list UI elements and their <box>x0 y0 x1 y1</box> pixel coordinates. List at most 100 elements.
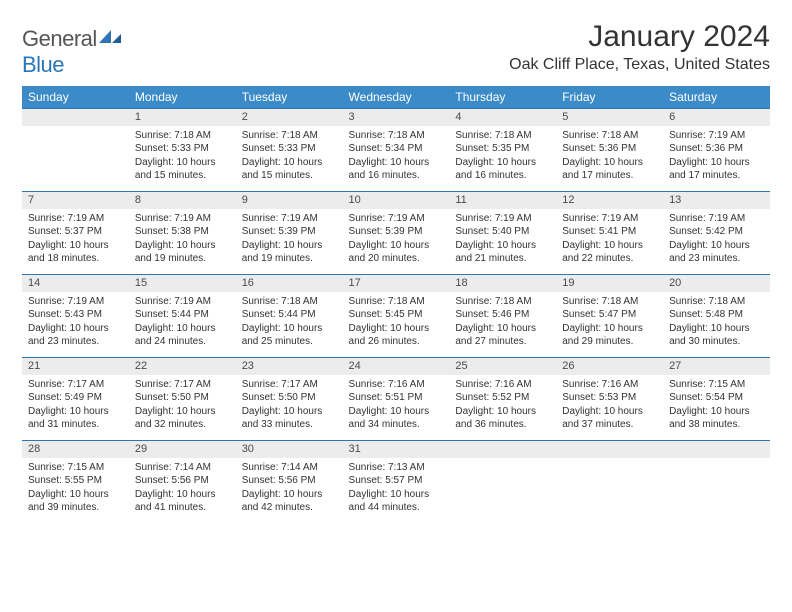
daylight-text: Daylight: 10 hours and 18 minutes. <box>28 239 123 266</box>
sunrise-text: Sunrise: 7:19 AM <box>28 295 123 309</box>
day-info-cell: Sunrise: 7:19 AMSunset: 5:41 PMDaylight:… <box>556 209 663 275</box>
day-info-cell: Sunrise: 7:18 AMSunset: 5:33 PMDaylight:… <box>129 126 236 192</box>
day-info-cell: Sunrise: 7:13 AMSunset: 5:57 PMDaylight:… <box>343 458 450 524</box>
day-number-cell: 15 <box>129 275 236 292</box>
day-number-cell: 21 <box>22 358 129 375</box>
sunrise-text: Sunrise: 7:18 AM <box>242 129 337 143</box>
sunset-text: Sunset: 5:33 PM <box>135 142 230 156</box>
sunset-text: Sunset: 5:47 PM <box>562 308 657 322</box>
day-info-cell: Sunrise: 7:18 AMSunset: 5:46 PMDaylight:… <box>449 292 556 358</box>
sunset-text: Sunset: 5:34 PM <box>349 142 444 156</box>
sunrise-text: Sunrise: 7:18 AM <box>455 295 550 309</box>
day-info-cell: Sunrise: 7:16 AMSunset: 5:53 PMDaylight:… <box>556 375 663 441</box>
sunrise-text: Sunrise: 7:17 AM <box>242 378 337 392</box>
daylight-text: Daylight: 10 hours and 39 minutes. <box>28 488 123 515</box>
day-info-cell: Sunrise: 7:18 AMSunset: 5:34 PMDaylight:… <box>343 126 450 192</box>
day-number-cell: 30 <box>236 441 343 458</box>
day-info-cell: Sunrise: 7:18 AMSunset: 5:48 PMDaylight:… <box>663 292 770 358</box>
sunset-text: Sunset: 5:39 PM <box>349 225 444 239</box>
calendar-table: Sunday Monday Tuesday Wednesday Thursday… <box>22 86 770 524</box>
daylight-text: Daylight: 10 hours and 19 minutes. <box>242 239 337 266</box>
daylight-text: Daylight: 10 hours and 31 minutes. <box>28 405 123 432</box>
day-body-row: Sunrise: 7:19 AMSunset: 5:37 PMDaylight:… <box>22 209 770 275</box>
day-number-row: 78910111213 <box>22 192 770 209</box>
sunset-text: Sunset: 5:56 PM <box>135 474 230 488</box>
sunset-text: Sunset: 5:33 PM <box>242 142 337 156</box>
daylight-text: Daylight: 10 hours and 42 minutes. <box>242 488 337 515</box>
day-number-row: 123456 <box>22 109 770 126</box>
day-number-cell: 9 <box>236 192 343 209</box>
sunset-text: Sunset: 5:54 PM <box>669 391 764 405</box>
sunrise-text: Sunrise: 7:19 AM <box>349 212 444 226</box>
sunrise-text: Sunrise: 7:16 AM <box>455 378 550 392</box>
day-number-cell: 10 <box>343 192 450 209</box>
day-info-cell: Sunrise: 7:19 AMSunset: 5:42 PMDaylight:… <box>663 209 770 275</box>
sunrise-text: Sunrise: 7:19 AM <box>562 212 657 226</box>
daylight-text: Daylight: 10 hours and 21 minutes. <box>455 239 550 266</box>
logo-text-gray: General <box>22 26 97 51</box>
day-number-row: 14151617181920 <box>22 275 770 292</box>
sunrise-text: Sunrise: 7:19 AM <box>669 129 764 143</box>
daylight-text: Daylight: 10 hours and 19 minutes. <box>135 239 230 266</box>
daylight-text: Daylight: 10 hours and 16 minutes. <box>349 156 444 183</box>
location-text: Oak Cliff Place, Texas, United States <box>509 56 770 74</box>
day-header: Sunday <box>22 86 129 109</box>
day-number-cell <box>556 441 663 458</box>
day-number-cell: 20 <box>663 275 770 292</box>
sunset-text: Sunset: 5:50 PM <box>242 391 337 405</box>
sunset-text: Sunset: 5:36 PM <box>562 142 657 156</box>
sunrise-text: Sunrise: 7:16 AM <box>349 378 444 392</box>
day-info-cell: Sunrise: 7:14 AMSunset: 5:56 PMDaylight:… <box>129 458 236 524</box>
sunrise-text: Sunrise: 7:15 AM <box>669 378 764 392</box>
sunrise-text: Sunrise: 7:18 AM <box>669 295 764 309</box>
day-info-cell: Sunrise: 7:18 AMSunset: 5:47 PMDaylight:… <box>556 292 663 358</box>
day-number-cell: 16 <box>236 275 343 292</box>
sunset-text: Sunset: 5:38 PM <box>135 225 230 239</box>
sunrise-text: Sunrise: 7:19 AM <box>669 212 764 226</box>
day-number-row: 28293031 <box>22 441 770 458</box>
logo-sail-icon <box>97 28 123 46</box>
day-number-cell: 4 <box>449 109 556 126</box>
day-number-cell: 3 <box>343 109 450 126</box>
sunset-text: Sunset: 5:44 PM <box>242 308 337 322</box>
sunrise-text: Sunrise: 7:18 AM <box>562 295 657 309</box>
sunrise-text: Sunrise: 7:15 AM <box>28 461 123 475</box>
daylight-text: Daylight: 10 hours and 33 minutes. <box>242 405 337 432</box>
day-number-cell: 6 <box>663 109 770 126</box>
sunrise-text: Sunrise: 7:18 AM <box>349 129 444 143</box>
month-title: January 2024 <box>509 20 770 54</box>
calendar-header-row: Sunday Monday Tuesday Wednesday Thursday… <box>22 86 770 109</box>
day-number-cell: 17 <box>343 275 450 292</box>
daylight-text: Daylight: 10 hours and 26 minutes. <box>349 322 444 349</box>
sunset-text: Sunset: 5:36 PM <box>669 142 764 156</box>
sunrise-text: Sunrise: 7:19 AM <box>135 212 230 226</box>
daylight-text: Daylight: 10 hours and 23 minutes. <box>28 322 123 349</box>
day-info-cell: Sunrise: 7:18 AMSunset: 5:35 PMDaylight:… <box>449 126 556 192</box>
day-number-cell <box>22 109 129 126</box>
sunset-text: Sunset: 5:46 PM <box>455 308 550 322</box>
day-header: Monday <box>129 86 236 109</box>
day-number-row: 21222324252627 <box>22 358 770 375</box>
daylight-text: Daylight: 10 hours and 15 minutes. <box>242 156 337 183</box>
day-number-cell: 19 <box>556 275 663 292</box>
sunset-text: Sunset: 5:45 PM <box>349 308 444 322</box>
day-info-cell: Sunrise: 7:19 AMSunset: 5:37 PMDaylight:… <box>22 209 129 275</box>
daylight-text: Daylight: 10 hours and 24 minutes. <box>135 322 230 349</box>
sunrise-text: Sunrise: 7:19 AM <box>455 212 550 226</box>
day-header: Tuesday <box>236 86 343 109</box>
day-number-cell: 25 <box>449 358 556 375</box>
day-info-cell: Sunrise: 7:19 AMSunset: 5:44 PMDaylight:… <box>129 292 236 358</box>
sunset-text: Sunset: 5:52 PM <box>455 391 550 405</box>
day-number-cell: 14 <box>22 275 129 292</box>
daylight-text: Daylight: 10 hours and 25 minutes. <box>242 322 337 349</box>
daylight-text: Daylight: 10 hours and 34 minutes. <box>349 405 444 432</box>
day-info-cell: Sunrise: 7:19 AMSunset: 5:36 PMDaylight:… <box>663 126 770 192</box>
sunset-text: Sunset: 5:39 PM <box>242 225 337 239</box>
logo-text: General Blue <box>22 26 97 78</box>
day-info-cell <box>22 126 129 192</box>
day-info-cell <box>556 458 663 524</box>
day-number-cell: 26 <box>556 358 663 375</box>
sunrise-text: Sunrise: 7:19 AM <box>28 212 123 226</box>
daylight-text: Daylight: 10 hours and 36 minutes. <box>455 405 550 432</box>
day-info-cell: Sunrise: 7:19 AMSunset: 5:39 PMDaylight:… <box>343 209 450 275</box>
